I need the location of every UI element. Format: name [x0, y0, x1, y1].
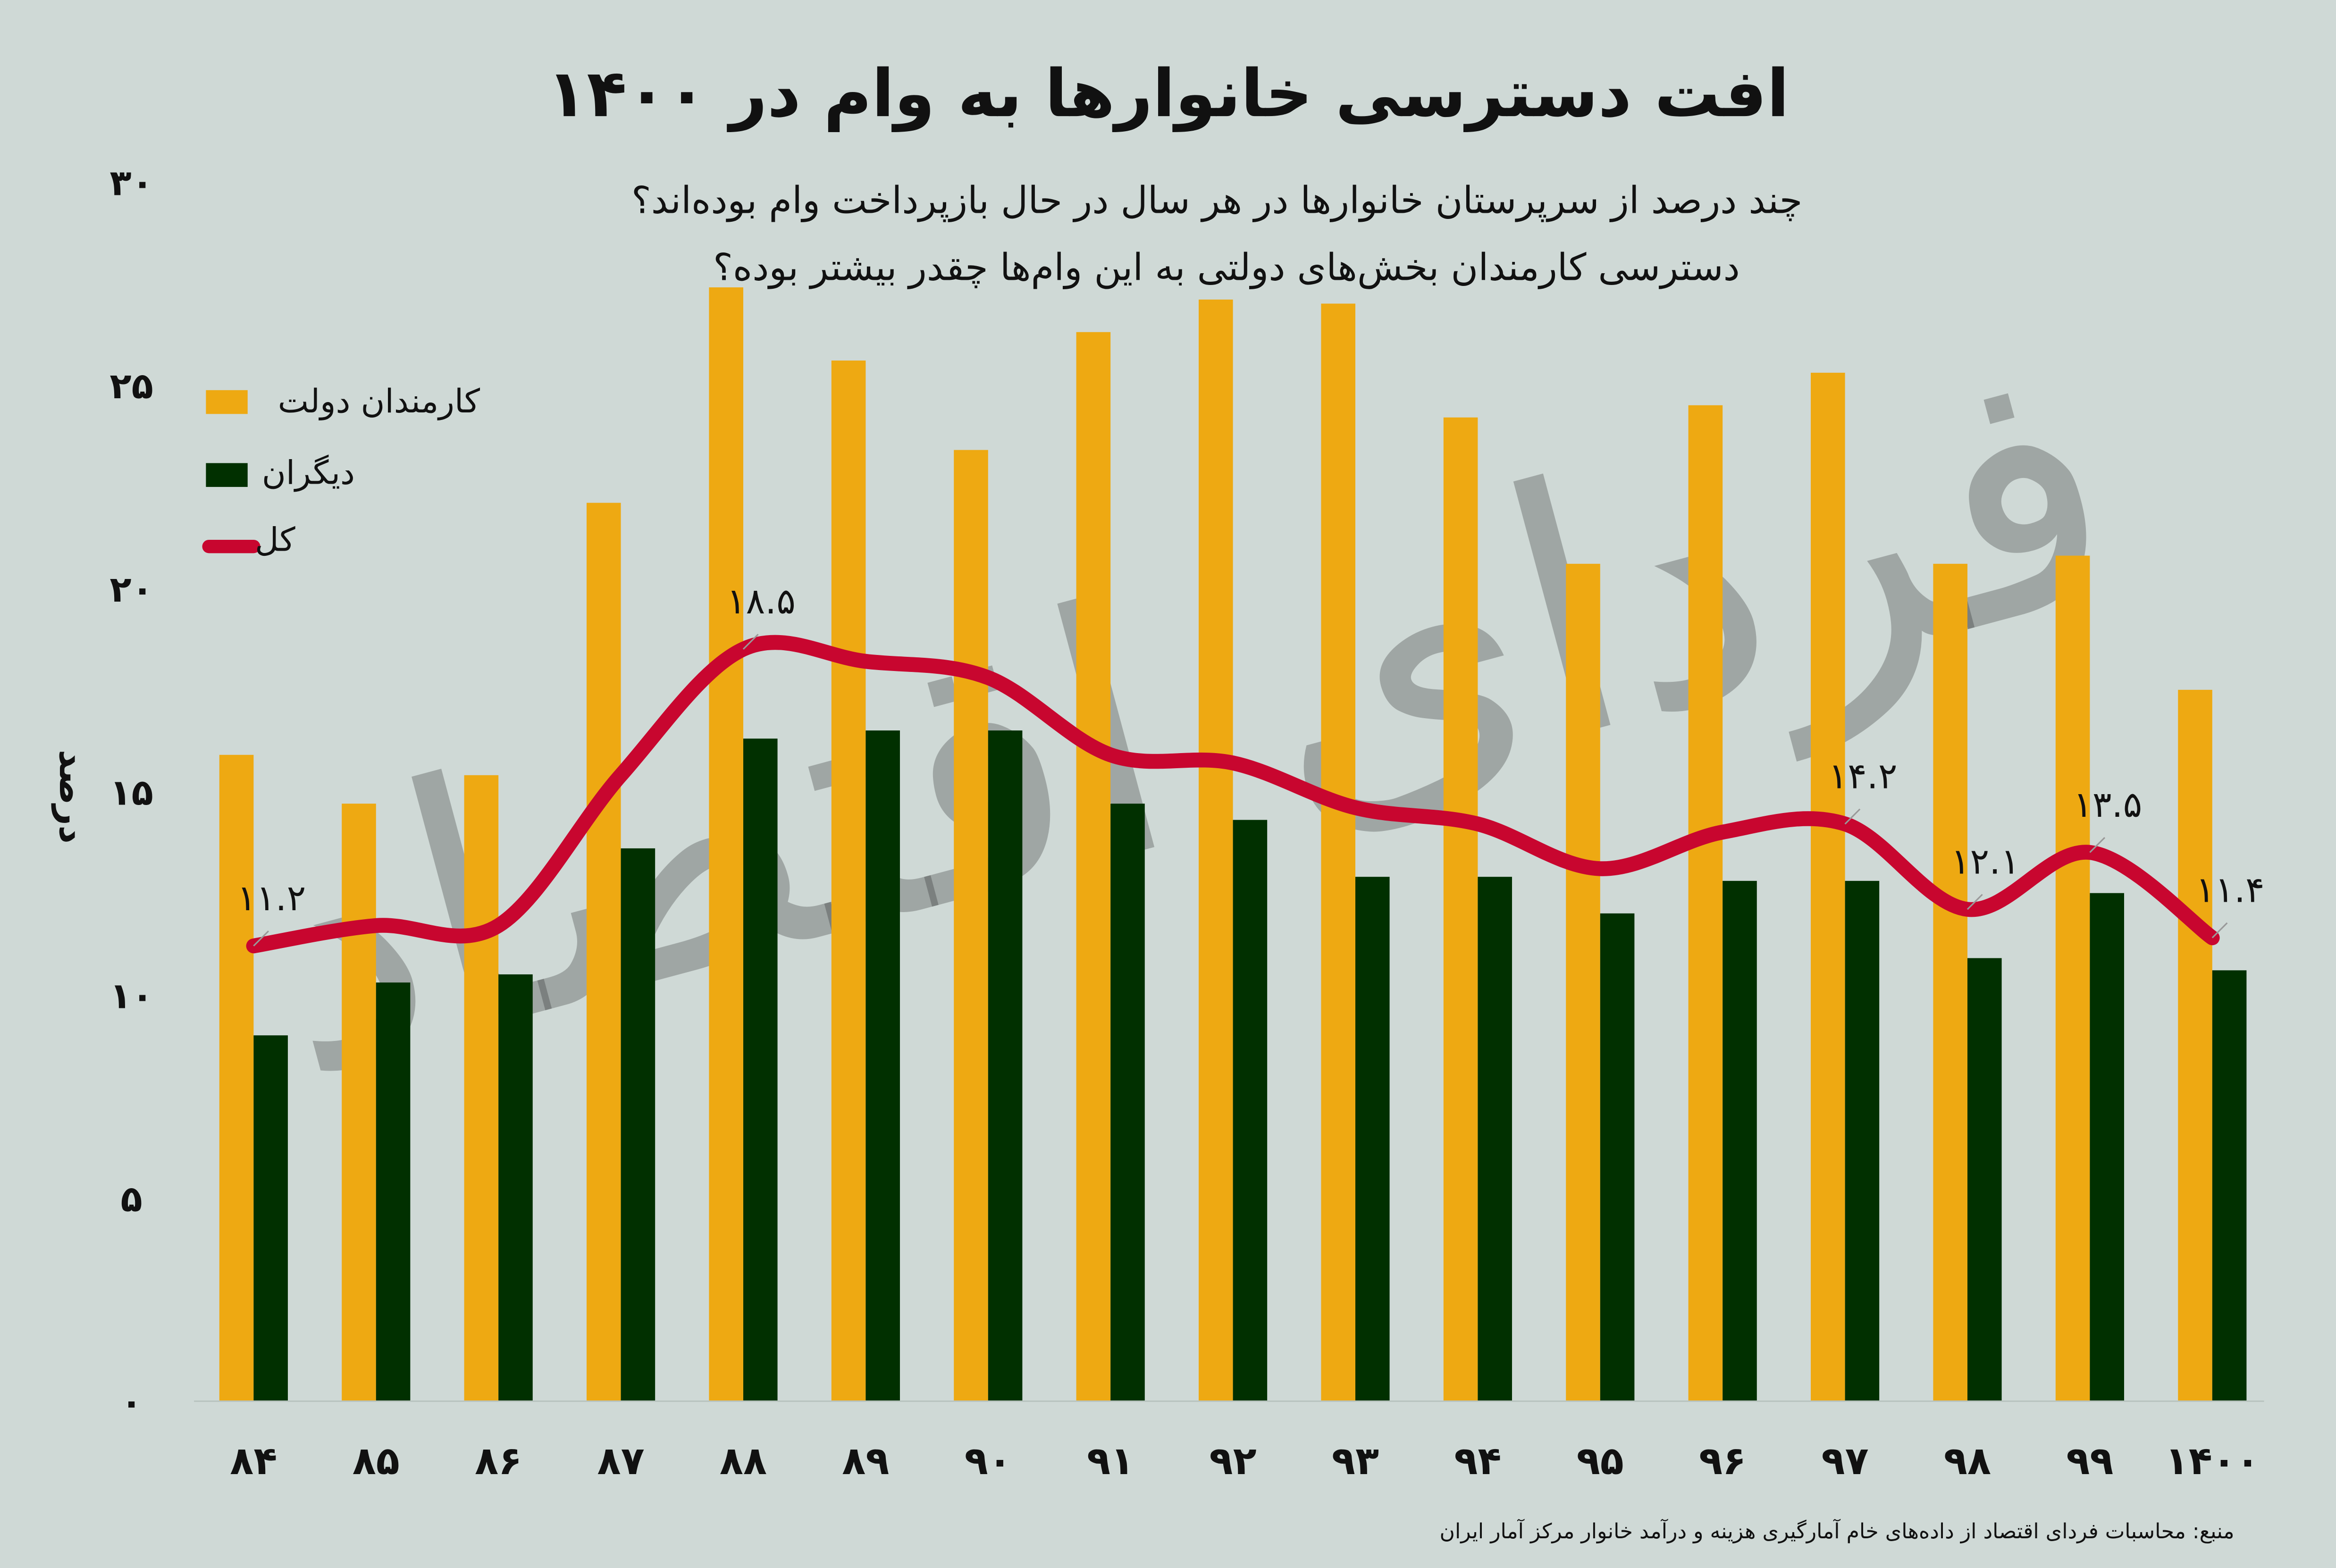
bar-others [743, 738, 778, 1401]
x-tick-label: ۱۴۰۰ [2165, 1439, 2260, 1484]
bar-government [2055, 555, 2090, 1401]
x-tick-label: ۹۰ [965, 1439, 1012, 1484]
x-tick-label: ۹۱ [1087, 1439, 1134, 1484]
data-label-leader [2211, 922, 2228, 939]
y-tick-label: ۵ [120, 1178, 142, 1220]
bar-government [342, 804, 376, 1401]
source-note: منبع: محاسبات فردای اقتصاد از داده‌های خ… [1440, 1518, 2235, 1543]
bars [219, 287, 2247, 1401]
bar-government [1443, 417, 1478, 1401]
x-tick-label: ۹۲ [1210, 1439, 1257, 1484]
x-tick-label: ۸۹ [842, 1439, 889, 1484]
x-tick-label: ۸۵ [353, 1439, 400, 1484]
x-tick-label: ۸۷ [597, 1439, 645, 1484]
legend-swatch-others [206, 463, 248, 487]
bar-government [1933, 563, 1968, 1401]
legend-label-others: دیگران [262, 454, 355, 492]
data-label: ۱۲.۱ [1951, 840, 2020, 882]
total-point [1355, 807, 1356, 808]
data-labels: ۱۱.۲ ۱۸.۵ ۱۴.۲ ۱۲.۱ ۱۳.۵ ۱۱.۴ [237, 580, 2265, 947]
bar-others [2090, 893, 2124, 1401]
data-label: ۱۱.۴ [2196, 869, 2265, 911]
bar-others [376, 982, 411, 1401]
chart-title: افت دسترسی خانوارها به وام در ۱۴۰۰ [547, 55, 1790, 133]
bar-government [1566, 563, 1600, 1401]
x-tick-label: ۹۶ [1699, 1439, 1746, 1484]
total-line [246, 635, 2220, 954]
data-label-leader [1966, 894, 1983, 910]
y-tick-label: ۲۰ [109, 569, 153, 610]
data-label: ۱۴.۲ [1828, 755, 1897, 797]
data-label-leader [742, 634, 759, 650]
bar-government [1199, 299, 1233, 1401]
bar-others [988, 730, 1023, 1401]
legend-label-total: کل [255, 521, 296, 559]
bar-government [709, 287, 743, 1401]
bar-others [253, 1035, 288, 1401]
y-tick-label: ۰ [120, 1382, 142, 1423]
data-label: ۱۱.۲ [237, 877, 306, 919]
bar-others [1723, 880, 1757, 1401]
bar-others [1355, 877, 1390, 1401]
bar-government [954, 450, 988, 1401]
y-tick-label: ۱۵ [109, 772, 153, 813]
data-label-leader [253, 930, 269, 947]
bar-others [1478, 877, 1512, 1401]
x-tick-label: ۹۵ [1577, 1439, 1624, 1484]
bar-others [1845, 880, 1880, 1401]
x-tick-label: ۸۴ [230, 1439, 277, 1484]
y-tick-label: ۳۰ [109, 162, 153, 203]
legend-swatch-government [206, 390, 248, 414]
total-point [498, 925, 499, 926]
data-label-leader [2089, 837, 2106, 853]
data-label-leader [1844, 808, 1861, 825]
bar-government [464, 775, 499, 1401]
bar-others [1967, 958, 2002, 1401]
chart-subtitle-1: چند درصد از سرپرستان خانوارها در هر سال … [631, 178, 1802, 222]
bar-government [1811, 372, 1845, 1401]
chart-subtitle-2: دسترسی کارمندان بخش‌های دولتی به این وام… [713, 245, 1740, 289]
total-point [865, 661, 866, 662]
x-tick-label: ۸۶ [475, 1439, 522, 1484]
bar-others [865, 730, 900, 1401]
bar-others [621, 848, 655, 1401]
bar-others [1233, 820, 1268, 1401]
bar-government [1321, 303, 1355, 1401]
x-tick-label: ۹۸ [1944, 1439, 1991, 1484]
data-label: ۱۳.۵ [2073, 784, 2142, 825]
bar-government [586, 503, 621, 1401]
y-axis-ticks: ۰ ۵ ۱۰ ۱۵ ۲۰ ۲۵ ۳۰ [109, 162, 153, 1423]
bar-others [2212, 970, 2247, 1401]
legend-label-government: کارمندان دولت [278, 383, 480, 420]
x-tick-label: ۹۴ [1454, 1439, 1501, 1484]
y-tick-label: ۱۰ [109, 975, 153, 1016]
bar-others [1110, 804, 1145, 1401]
bar-government [1076, 332, 1111, 1401]
x-tick-label: ۹۳ [1332, 1439, 1379, 1484]
y-axis-label: درصد [51, 750, 93, 844]
x-tick-label: ۹۷ [1822, 1439, 1869, 1484]
bar-others [498, 974, 533, 1401]
bar-government [2178, 689, 2212, 1401]
bar-government [831, 361, 866, 1401]
x-tick-label: ۸۸ [720, 1439, 767, 1484]
bar-government [1688, 405, 1723, 1401]
bar-others [1600, 913, 1635, 1401]
data-label: ۱۸.۵ [727, 580, 796, 622]
y-tick-label: ۲۵ [109, 365, 153, 407]
x-axis-ticks: ۸۴ ۸۵ ۸۶ ۸۷ ۸۸ ۸۹ ۹۰ ۹۱ ۹۲ ۹۳ ۹۴ ۹۵ ۹۶ ۹۷ ۹۸ ۹۹ ۱۴۰۰ [230, 1439, 2260, 1484]
x-tick-label: ۹۹ [2066, 1439, 2113, 1484]
legend: کارمندان دولت دیگران کل [202, 383, 480, 559]
bar-government [219, 755, 254, 1401]
